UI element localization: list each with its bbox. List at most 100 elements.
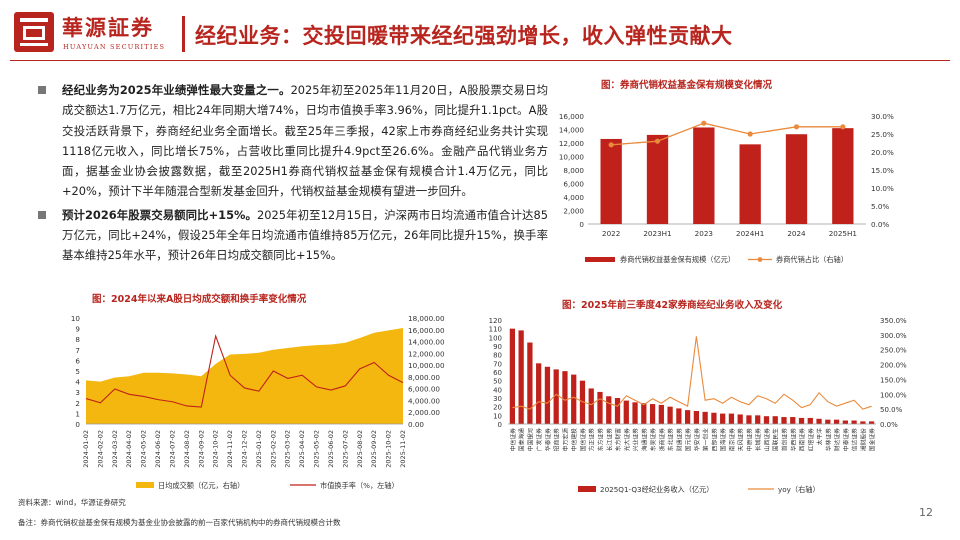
x-tick-label: 东吴证券 [649, 428, 657, 451]
page-title: 经纪业务：交投回暖带来经纪强劲增长，收入弹性贡献大 [195, 24, 733, 48]
bullet-list: 经纪业务为2025年业绩弹性最大变量之一。2025年初至2025年11月20日，… [38, 80, 548, 266]
brokerage-bar [868, 421, 875, 424]
brokerage-bar [597, 391, 603, 424]
y-tick-label: 14,000 [559, 126, 585, 135]
brokerage-bar [614, 398, 621, 424]
bullet-square-icon [38, 210, 46, 219]
x-tick-label: 海通证券 [640, 428, 648, 451]
x-tick-label: 华泰证券 [544, 428, 552, 451]
x-tick-label: 天风证券 [737, 428, 745, 451]
y-tick-label: 8,000 [563, 166, 584, 175]
x-tick-label: 长江证券 [605, 428, 613, 451]
x-tick-label: 2024-08-02 [183, 430, 191, 468]
x-tick-label: 2024 [787, 229, 806, 238]
brokerage-bar [632, 402, 638, 424]
x-tick-label: 华林证券 [824, 428, 832, 451]
bullet-item: 预计2026年股票交易额同比+15%。2025年初至12月15日，沪深两市日均流… [38, 205, 548, 266]
brokerage-bar [860, 421, 866, 424]
share-point [747, 131, 753, 137]
logo-english-name: HUAYUAN SECURITIES [63, 43, 166, 51]
x-tick-label: 方正证券 [588, 428, 596, 451]
bullet-item: 经纪业务为2025年业绩弹性最大变量之一。2025年初至2025年11月20日，… [38, 80, 548, 202]
x-tick-label: 中原证券 [745, 428, 753, 451]
brokerage-bar [684, 410, 691, 424]
brokerage-bar [772, 416, 778, 424]
x-tick-label: 中信建投 [570, 428, 578, 451]
brokerage-bar [667, 406, 673, 424]
title-accent-bar [182, 16, 185, 52]
brokerage-bar [755, 415, 761, 424]
y-tick-label: 7 [75, 346, 80, 355]
x-tick-label: 2025-09-02 [370, 430, 378, 468]
x-tick-label: 第一创业 [702, 428, 710, 451]
y-tick-label: 2,000 [563, 207, 584, 216]
x-tick-label: 2024H1 [736, 229, 764, 238]
x-tick-label: 国元证券 [684, 428, 692, 451]
y-tick-label: 1 [75, 409, 80, 418]
x-tick-label: 2023H1 [643, 229, 671, 238]
y2-tick-label: 15.0% [871, 166, 894, 175]
brokerage-bar [702, 411, 708, 424]
y-tick-label: 0 [75, 420, 80, 429]
y2-tick-label: 0.0% [871, 220, 889, 229]
y-tick-label: 40 [493, 386, 502, 394]
y-tick-label: 30 [493, 395, 502, 403]
y-tick-label: 6,000 [563, 180, 584, 189]
x-tick-label: 2024-06-02 [154, 430, 162, 468]
legend-point-swatch [757, 257, 763, 262]
x-tick-label: 2025-05-02 [313, 430, 321, 468]
y2-tick-label: 18,000.00 [408, 314, 445, 323]
y-tick-label: 9 [75, 325, 80, 334]
x-tick-label: 华安证券 [693, 428, 701, 451]
bullet-text: 2025年初至2025年11月20日，A股股票交易日均成交额达1.7万亿元，相比… [62, 83, 548, 199]
brokerage-bar [720, 413, 726, 424]
x-tick-label: 2024-11-02 [226, 430, 234, 468]
y2-tick-label: 350.0% [880, 317, 907, 325]
share-point [793, 124, 800, 130]
x-tick-label: 国金证券 [868, 428, 876, 451]
y-tick-label: 2 [75, 399, 80, 408]
brokerage-bar [737, 414, 743, 424]
x-tick-label: 2025-02-02 [269, 430, 277, 468]
y-tick-label: 10,000 [559, 153, 585, 162]
x-tick-label: 2024-07-02 [168, 430, 176, 468]
x-tick-label: 信达证券 [851, 428, 859, 451]
brokerage-bar [623, 400, 629, 424]
y-tick-label: 3 [75, 388, 80, 397]
y2-tick-label: 50.0% [880, 406, 903, 414]
x-tick-label: 2024-04-02 [125, 430, 133, 468]
y2-tick-label: 16,000.00 [408, 326, 445, 335]
x-tick-label: 西部证券 [710, 428, 718, 451]
brokerage-bar [851, 420, 857, 424]
x-tick-label: 申万宏源 [561, 428, 569, 451]
source-note: 资料来源：wind，华源证券研究 [18, 498, 126, 507]
brokerage-bar [562, 371, 568, 424]
fund-holding-chart: 0 2,000 4,000 6,000 8,000 10,000 12,000 14,000 1… [559, 112, 894, 264]
y2-tick-label: 100.0% [880, 391, 907, 399]
turnover-chart: 0 12 34 5 67 89 10 0.00 2,000.00 4,000.00 6,000.00… [71, 314, 445, 490]
footnote: 备注：券商代销权益基金保有规模为基金业协会披露的前一百家代销机构中的券商代销规模… [18, 518, 341, 527]
x-tick-label: 2025-06-02 [327, 430, 335, 468]
x-tick-label: 长城证券 [754, 428, 762, 451]
y-tick-label: 12,000 [559, 139, 585, 148]
y-tick-label: 6 [75, 356, 80, 365]
share-point [701, 120, 707, 126]
x-tick-label: 招商证券 [553, 428, 561, 451]
y-tick-label: 20 [493, 404, 502, 412]
y2-tick-label: 30.0% [871, 112, 894, 121]
x-tick-label: 2025-07-02 [341, 430, 349, 468]
brokerage-bar [711, 412, 717, 424]
brokerage-bar [553, 369, 559, 424]
x-tick-label: 2025-11-02 [399, 430, 407, 468]
x-tick-label: 2023 [695, 229, 713, 238]
x-tick-label: 光大证券 [623, 428, 631, 451]
share-line [611, 122, 843, 146]
x-tick-label: 财通证券 [675, 428, 683, 451]
fund-bar [832, 128, 854, 224]
x-tick-label: 浙商证券 [658, 428, 666, 451]
brokerage-bar [746, 415, 752, 424]
x-tick-label: 2024-01-02 [82, 430, 90, 468]
fund-bar [785, 134, 808, 224]
legend-bar-swatch [585, 257, 615, 262]
y-tick-label: 10 [71, 314, 81, 323]
